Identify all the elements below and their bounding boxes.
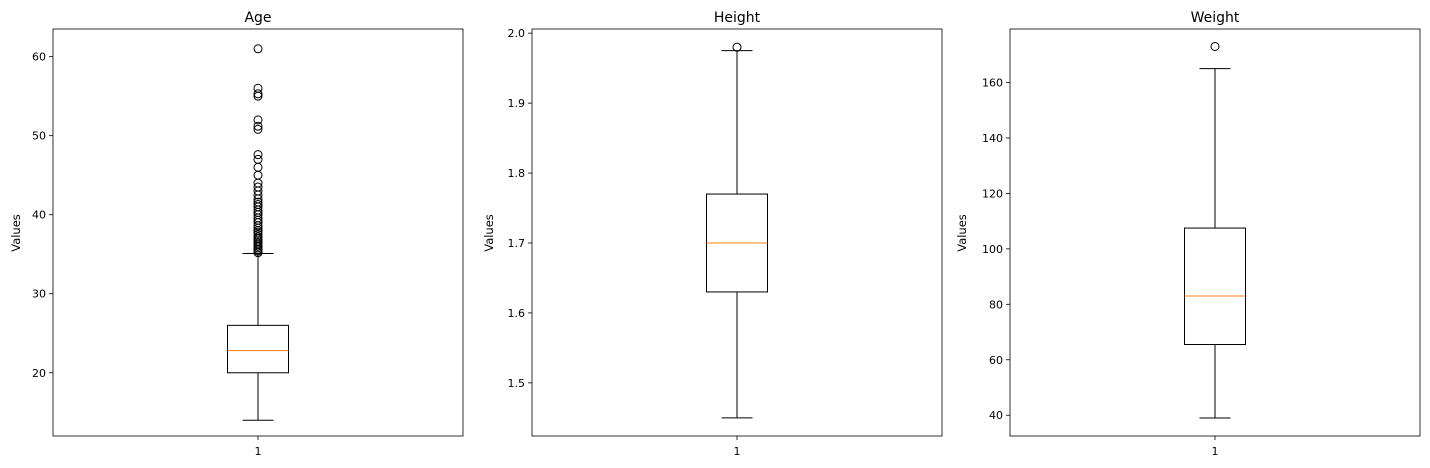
- y-tick-label: 50: [32, 130, 46, 143]
- y-tick-label: 1.7: [508, 237, 526, 250]
- y-tick-label: 1.9: [508, 97, 526, 110]
- y-axis-label: Values: [955, 214, 969, 252]
- plot-frame: [531, 28, 943, 437]
- boxplot-marks: [227, 44, 289, 421]
- outlier-point: [253, 44, 263, 54]
- y-tick-label: 160: [982, 77, 1003, 90]
- x-tick-label: 1: [1212, 445, 1219, 458]
- subplot-weight: Weight Values 1 40 60 80 100 120 140 160: [955, 10, 1421, 458]
- outlier-point: [732, 42, 742, 52]
- y-axis-label: Values: [482, 214, 496, 252]
- outlier-point: [253, 154, 263, 164]
- subplot-title: Age: [244, 10, 271, 26]
- y-tick-label: 60: [989, 354, 1003, 367]
- y-tick-label: 1.5: [508, 377, 526, 390]
- iqr-box: [1184, 227, 1246, 346]
- y-ticks: 1.5 1.6 1.7 1.8 1.9 2.0: [508, 27, 738, 440]
- outlier-point: [253, 197, 263, 207]
- outlier-point: [253, 199, 263, 209]
- plot-frame: [52, 28, 464, 437]
- y-tick-label: 20: [32, 367, 46, 380]
- subplot-title: Height: [714, 10, 761, 26]
- y-tick-label: 1.6: [508, 307, 526, 320]
- outlier-point: [253, 232, 263, 242]
- y-ticks: 20 30 40 50 60: [32, 51, 259, 440]
- y-ticks: 40 60 80 100 120 140 160: [982, 77, 1216, 440]
- outlier-point: [253, 83, 263, 93]
- y-tick-label: 40: [989, 409, 1003, 422]
- outlier-point: [253, 182, 263, 192]
- boxplot-marks: [1184, 41, 1246, 419]
- plot-frame: [1009, 28, 1421, 437]
- y-tick-label: 40: [32, 209, 46, 222]
- outlier-point: [253, 229, 263, 239]
- boxplot-marks: [706, 42, 768, 419]
- y-tick-label: 60: [32, 51, 46, 64]
- y-tick-label: 30: [32, 288, 46, 301]
- y-tick-label: 80: [989, 298, 1003, 311]
- iqr-box: [227, 324, 289, 374]
- subplot-height: Height Values 1 1.5 1.6 1.7 1.8 1.9 2.0: [482, 10, 943, 458]
- x-tick-label: 1: [255, 445, 262, 458]
- outlier-point: [253, 115, 263, 125]
- subplot-age: Age Values 1 20 30 40 50 60: [9, 10, 464, 458]
- y-tick-label: 140: [982, 132, 1003, 145]
- x-tick-label: 1: [734, 445, 741, 458]
- y-tick-label: 120: [982, 187, 1003, 200]
- subplot-title: Weight: [1191, 10, 1240, 26]
- y-axis-label: Values: [9, 214, 23, 252]
- outlier-point: [253, 150, 263, 160]
- outlier-point: [253, 124, 263, 134]
- y-tick-label: 2.0: [508, 27, 526, 40]
- outlier-point: [1210, 41, 1220, 51]
- outlier-point: [253, 121, 263, 131]
- outlier-point: [253, 89, 263, 99]
- y-tick-label: 1.8: [508, 167, 526, 180]
- y-tick-label: 100: [982, 243, 1003, 256]
